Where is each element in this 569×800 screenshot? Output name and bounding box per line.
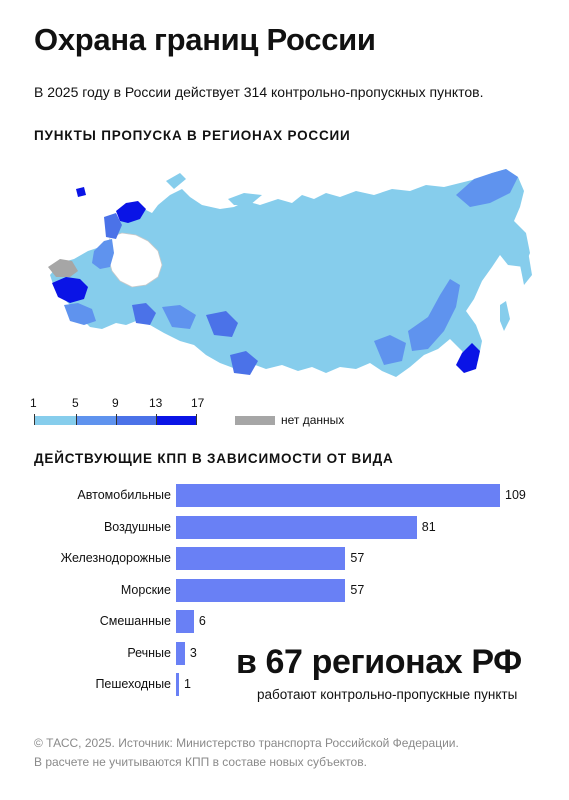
- footer-source: © ТАСС, 2025. Источник: Министерство тра…: [34, 736, 459, 750]
- map-region-volga-south: [162, 305, 196, 329]
- bar-chart-heading: ДЕЙСТВУЮЩИЕ КПП В ЗАВИСИМОСТИ ОТ ВИДА: [34, 451, 394, 466]
- bar-label: Смешанные: [99, 614, 171, 628]
- legend-divider: [156, 414, 157, 425]
- map-region-kamchatka: [518, 251, 532, 285]
- map-region-kaliningrad: [76, 187, 86, 197]
- map-region-altai: [230, 351, 258, 375]
- bar-label: Речные: [127, 645, 171, 660]
- bar-value-label: 57: [350, 582, 365, 597]
- map-region-murmansk: [116, 201, 146, 223]
- page-title: Охрана границ России: [34, 22, 376, 57]
- legend-color-1-5: [34, 416, 76, 425]
- bar-value-label: 109: [505, 488, 526, 502]
- bar: [176, 515, 417, 539]
- legend-divider: [34, 414, 35, 425]
- map-region-no-data: [48, 259, 78, 277]
- highlight-caption: работают контрольно-пропускные пункты: [257, 687, 518, 702]
- footer-note: В расчете не учитываются КПП в составе н…: [34, 755, 367, 769]
- bar-value-label: 1: [184, 677, 191, 691]
- map-region-chukotka: [456, 169, 518, 207]
- map-region-karelia: [104, 213, 122, 239]
- bar: [176, 578, 346, 602]
- russia-regions-map: [48, 169, 532, 377]
- map-region-caucasus: [132, 303, 156, 325]
- bar-label: Воздушные: [103, 519, 171, 534]
- legend-divider: [196, 414, 197, 425]
- bar: [176, 484, 500, 507]
- bar-value-label: 3: [189, 645, 197, 660]
- map-region-central: [107, 232, 163, 288]
- map-region-northwest: [92, 239, 114, 269]
- bar-label: Морские: [120, 582, 171, 597]
- map-region-amur: [408, 279, 460, 351]
- legend-tick-9: 9: [112, 396, 119, 410]
- bar: [176, 547, 346, 570]
- map-region-transbaikal: [374, 335, 406, 365]
- bar-label: Железнодорожные: [60, 551, 171, 565]
- legend-tick-5: 5: [72, 396, 79, 410]
- legend-color-5-9: [76, 416, 116, 425]
- bar-value-label: 6: [198, 614, 206, 628]
- bar: [176, 610, 194, 633]
- bar: [176, 673, 179, 696]
- map-region-southwest: [52, 277, 88, 303]
- bar-label: Автомобильные: [77, 488, 171, 502]
- bar-chart: Автомобильные 109 Воздушные 81 Железнодорожн…: [0, 478, 569, 708]
- legend-color-13-17: [156, 416, 196, 425]
- legend-divider: [76, 414, 77, 425]
- bar-value-label: 81: [421, 519, 436, 534]
- legend-tick-17: 17: [191, 396, 205, 410]
- page-subtitle: В 2025 году в России действует 314 контр…: [34, 84, 484, 100]
- map-legend: 1 5 9 13 17 нет данных: [30, 396, 390, 432]
- legend-no-data-swatch: [235, 416, 275, 425]
- legend-tick-1: 1: [30, 396, 37, 410]
- legend-tick-13: 13: [149, 396, 163, 410]
- map-region-sakhalin: [500, 301, 510, 331]
- map-region-base: [50, 169, 530, 377]
- legend-no-data-label: нет данных: [281, 413, 345, 427]
- bar: [176, 641, 185, 665]
- map-region-novaya-zemlya: [166, 173, 186, 189]
- bar-value-label: 57: [350, 551, 365, 565]
- legend-color-9-13: [116, 416, 156, 425]
- highlight-stat: в 67 регионах РФ: [236, 643, 522, 681]
- bar-label: Пешеходные: [95, 677, 171, 691]
- map-region-orenburg: [206, 311, 238, 337]
- legend-divider: [116, 414, 117, 425]
- map-heading: ПУНКТЫ ПРОПУСКА В РЕГИОНАХ РОССИИ: [34, 128, 351, 143]
- map-region-primorye: [456, 343, 480, 373]
- map-region-arctic-islands: [228, 193, 262, 205]
- map-region-south: [64, 303, 96, 325]
